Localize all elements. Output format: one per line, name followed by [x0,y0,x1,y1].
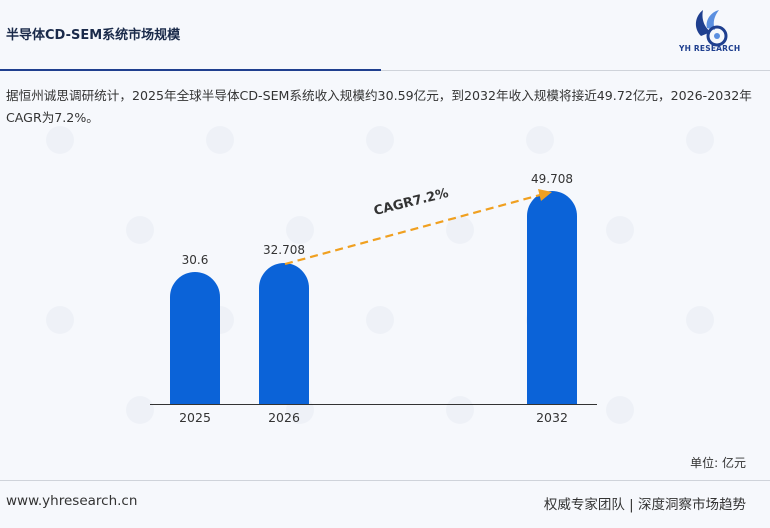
summary-text: 据恒州诚思调研统计，2025年全球半导体CD-SEM系统收入规模约30.59亿元… [6,88,752,125]
logo-text: YH RESEARCH [679,44,741,53]
page-title: 半导体CD-SEM系统市场规模 [6,28,181,43]
yh-research-logo-icon [695,10,728,47]
header-rule-accent [0,69,381,71]
x-tick-2032: 2032 [536,410,568,425]
bar-2025 [170,272,220,404]
bar-2032 [527,191,577,404]
watermark-logo-icon [46,126,714,424]
unit-label: 单位: 亿元 [690,456,746,470]
value-label-2032: 49.708 [531,172,573,186]
bar-2026 [259,263,309,404]
footer-slogan: 权威专家团队 | 深度洞察市场趋势 [543,497,746,513]
footer-rule [0,480,770,481]
x-tick-2025: 2025 [179,410,211,425]
value-label-2026: 32.708 [263,243,305,257]
website-link[interactable]: www.yhresearch.cn [6,493,138,509]
x-axis-line [150,404,597,405]
x-tick-2026: 2026 [268,410,300,425]
value-label-2025: 30.6 [181,253,209,267]
footer [0,481,770,528]
header-rule [381,70,770,71]
